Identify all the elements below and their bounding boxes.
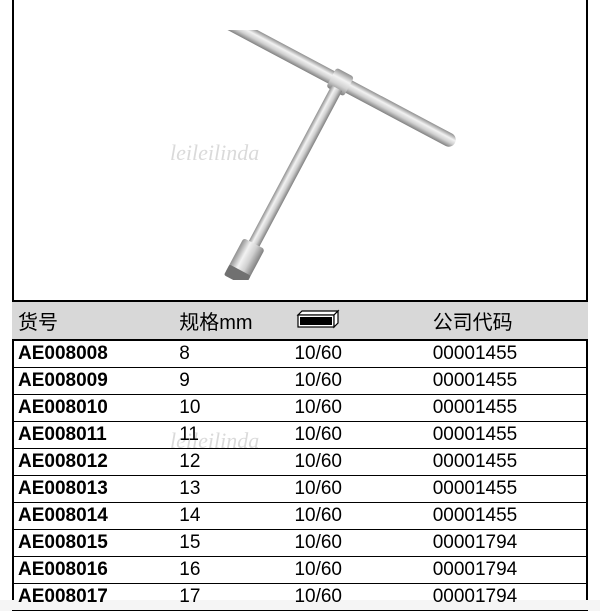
page-root: leileilinda leileilinda 货号 规格mm	[0, 0, 600, 600]
table-header-row: 货号 规格mm 公司代码	[12, 301, 588, 340]
cell-company: 00001794	[427, 557, 588, 584]
table-row: AE0080161610/6000001794	[12, 557, 588, 584]
cell-pack: 10/60	[288, 557, 426, 584]
cell-spec: 8	[173, 340, 288, 368]
cell-company: 00001794	[427, 530, 588, 557]
product-image-area	[0, 0, 600, 300]
cell-spec: 9	[173, 368, 288, 395]
col-header-spec: 规格mm	[173, 301, 288, 340]
cell-company: 00001794	[427, 584, 588, 611]
cell-code: AE008011	[12, 422, 173, 449]
cell-code: AE008014	[12, 503, 173, 530]
cell-spec: 16	[173, 557, 288, 584]
cell-spec: 10	[173, 395, 288, 422]
cell-pack: 10/60	[288, 530, 426, 557]
table-row: AE0080101010/6000001455	[12, 395, 588, 422]
cell-spec: 13	[173, 476, 288, 503]
spec-table: 货号 规格mm 公司代码	[12, 300, 588, 611]
table-body: AE008008810/6000001455AE008009910/600000…	[12, 340, 588, 611]
cell-pack: 10/60	[288, 449, 426, 476]
cell-company: 00001455	[427, 340, 588, 368]
cell-code: AE008013	[12, 476, 173, 503]
cell-code: AE008009	[12, 368, 173, 395]
cell-pack: 10/60	[288, 340, 426, 368]
cell-code: AE008012	[12, 449, 173, 476]
cell-company: 00001455	[427, 422, 588, 449]
cell-spec: 12	[173, 449, 288, 476]
col-header-code: 货号	[12, 301, 173, 340]
cell-code: AE008010	[12, 395, 173, 422]
cell-company: 00001455	[427, 476, 588, 503]
cell-spec: 15	[173, 530, 288, 557]
cell-company: 00001455	[427, 449, 588, 476]
spec-table-wrap: 货号 规格mm 公司代码	[12, 300, 588, 611]
cell-pack: 10/60	[288, 422, 426, 449]
table-row: AE008009910/6000001455	[12, 368, 588, 395]
cell-pack: 10/60	[288, 476, 426, 503]
table-row: AE0080121210/6000001455	[12, 449, 588, 476]
table-row: AE0080131310/6000001455	[12, 476, 588, 503]
table-row: AE0080171710/6000001794	[12, 584, 588, 611]
cell-code: AE008017	[12, 584, 173, 611]
cell-pack: 10/60	[288, 584, 426, 611]
col-header-company: 公司代码	[427, 301, 588, 340]
cell-company: 00001455	[427, 503, 588, 530]
cell-company: 00001455	[427, 395, 588, 422]
cell-pack: 10/60	[288, 503, 426, 530]
cell-spec: 17	[173, 584, 288, 611]
cell-pack: 10/60	[288, 395, 426, 422]
cell-spec: 14	[173, 503, 288, 530]
table-row: AE008008810/6000001455	[12, 340, 588, 368]
cell-code: AE008016	[12, 557, 173, 584]
box-icon	[294, 307, 342, 335]
cell-code: AE008008	[12, 340, 173, 368]
table-row: AE0080111110/6000001455	[12, 422, 588, 449]
cell-code: AE008015	[12, 530, 173, 557]
t-handle-wrench-icon	[80, 30, 500, 280]
cell-company: 00001455	[427, 368, 588, 395]
col-header-pack	[288, 301, 426, 340]
cell-spec: 11	[173, 422, 288, 449]
table-row: AE0080141410/6000001455	[12, 503, 588, 530]
cell-pack: 10/60	[288, 368, 426, 395]
table-row: AE0080151510/6000001794	[12, 530, 588, 557]
